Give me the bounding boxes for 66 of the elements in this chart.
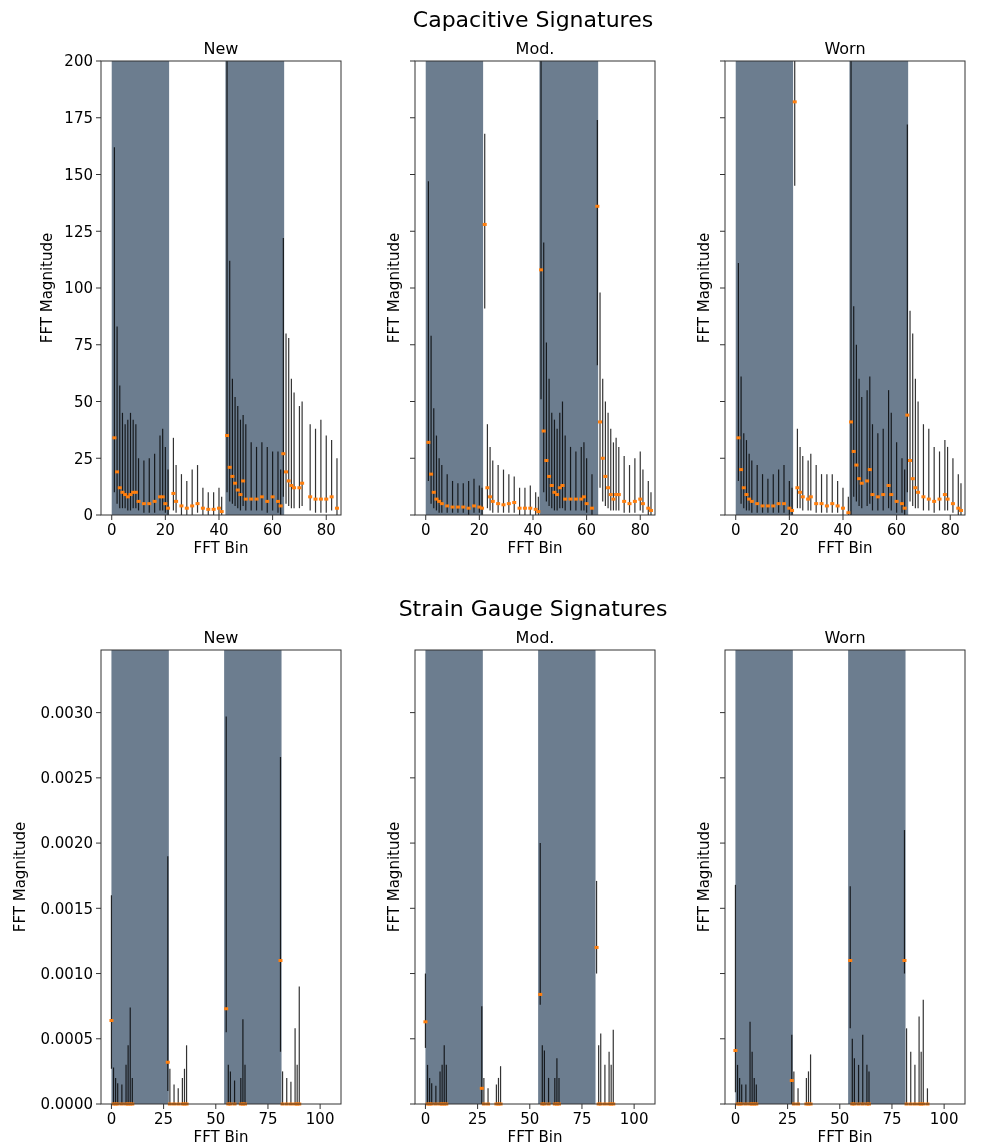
x-tick-label: 75 [572, 1110, 592, 1128]
x-tick-label: 0 [420, 1110, 431, 1128]
y-tick-label: 200 [64, 52, 93, 71]
x-tick-label: 0 [106, 521, 117, 539]
y-axis-title: FFT Magnitude [385, 821, 403, 933]
y-tick-label: 150 [64, 165, 93, 184]
chart-title: Mod. [515, 628, 555, 647]
x-tick-label: 75 [258, 1110, 278, 1128]
x-tick-label: 50 [830, 1110, 850, 1128]
x-axis-title: FFT Bin [817, 1128, 873, 1145]
x-tick-label: 80 [316, 521, 336, 539]
x-tick-label: 20 [469, 521, 489, 539]
y-tick-label: 0 [83, 506, 93, 525]
x-tick-label: 75 [882, 1110, 902, 1128]
x-tick-label: 25 [154, 1110, 174, 1128]
x-tick-label: 25 [778, 1110, 798, 1128]
y-tick-label: 0.0005 [40, 1030, 93, 1049]
x-tick-label: 20 [155, 521, 175, 539]
y-tick-label: 0.0020 [40, 834, 93, 853]
x-tick-label: 50 [206, 1110, 226, 1128]
x-tick-label: 25 [468, 1110, 488, 1128]
y-tick-label: 0.0010 [40, 964, 93, 983]
x-axis-title: FFT Bin [193, 539, 249, 557]
y-tick-label: 25 [73, 449, 93, 468]
x-tick-label: 40 [523, 521, 543, 539]
y-axis-title: FFT Magnitude [695, 821, 713, 933]
x-tick-label: 60 [577, 521, 597, 539]
y-axis-title: FFT Magnitude [385, 232, 403, 344]
x-axis-title: FFT Bin [817, 539, 873, 557]
x-axis-title: FFT Bin [193, 1128, 249, 1145]
x-tick-label: 40 [209, 521, 229, 539]
x-tick-label: 0 [106, 1110, 117, 1128]
y-tick-label: 50 [73, 392, 93, 411]
y-tick-label: 0.0015 [40, 899, 93, 918]
y-tick-label: 125 [64, 222, 93, 241]
y-tick-label: 0.0000 [40, 1095, 93, 1114]
y-tick-label: 175 [64, 109, 93, 127]
chart-title: Worn [824, 628, 866, 647]
text: Capacitive Signatures [412, 7, 654, 32]
x-tick-label: 40 [833, 521, 853, 539]
x-tick-label: 50 [520, 1110, 540, 1128]
y-axis-title: FFT Magnitude [695, 232, 713, 344]
chart-title: Worn [824, 39, 866, 58]
chart-title: New [203, 39, 239, 58]
y-axis-title: FFT Magnitude [38, 232, 56, 344]
x-axis-title: FFT Bin [507, 539, 563, 557]
x-tick-label: 0 [730, 521, 741, 539]
x-tick-label: 60 [887, 521, 907, 539]
x-tick-label: 80 [940, 521, 960, 539]
x-tick-label: 0 [730, 1110, 741, 1128]
x-tick-label: 100 [305, 1110, 335, 1128]
x-tick-label: 80 [630, 521, 650, 539]
x-tick-label: 0 [420, 521, 431, 539]
chart-title: New [203, 628, 239, 647]
x-tick-label: 60 [263, 521, 283, 539]
y-tick-label: 100 [64, 279, 93, 298]
y-axis-title: FFT Magnitude [11, 821, 29, 933]
y-tick-label: 0.0025 [40, 769, 93, 788]
y-tick-label: 75 [73, 336, 93, 354]
x-axis-title: FFT Bin [507, 1128, 563, 1145]
chart-title: Mod. [515, 39, 555, 58]
x-tick-label: 100 [619, 1110, 649, 1128]
y-tick-label: 0.0030 [40, 703, 93, 722]
x-tick-label: 20 [779, 521, 799, 539]
x-tick-label: 100 [929, 1110, 959, 1128]
text: Strain Gauge Signatures [398, 596, 668, 621]
